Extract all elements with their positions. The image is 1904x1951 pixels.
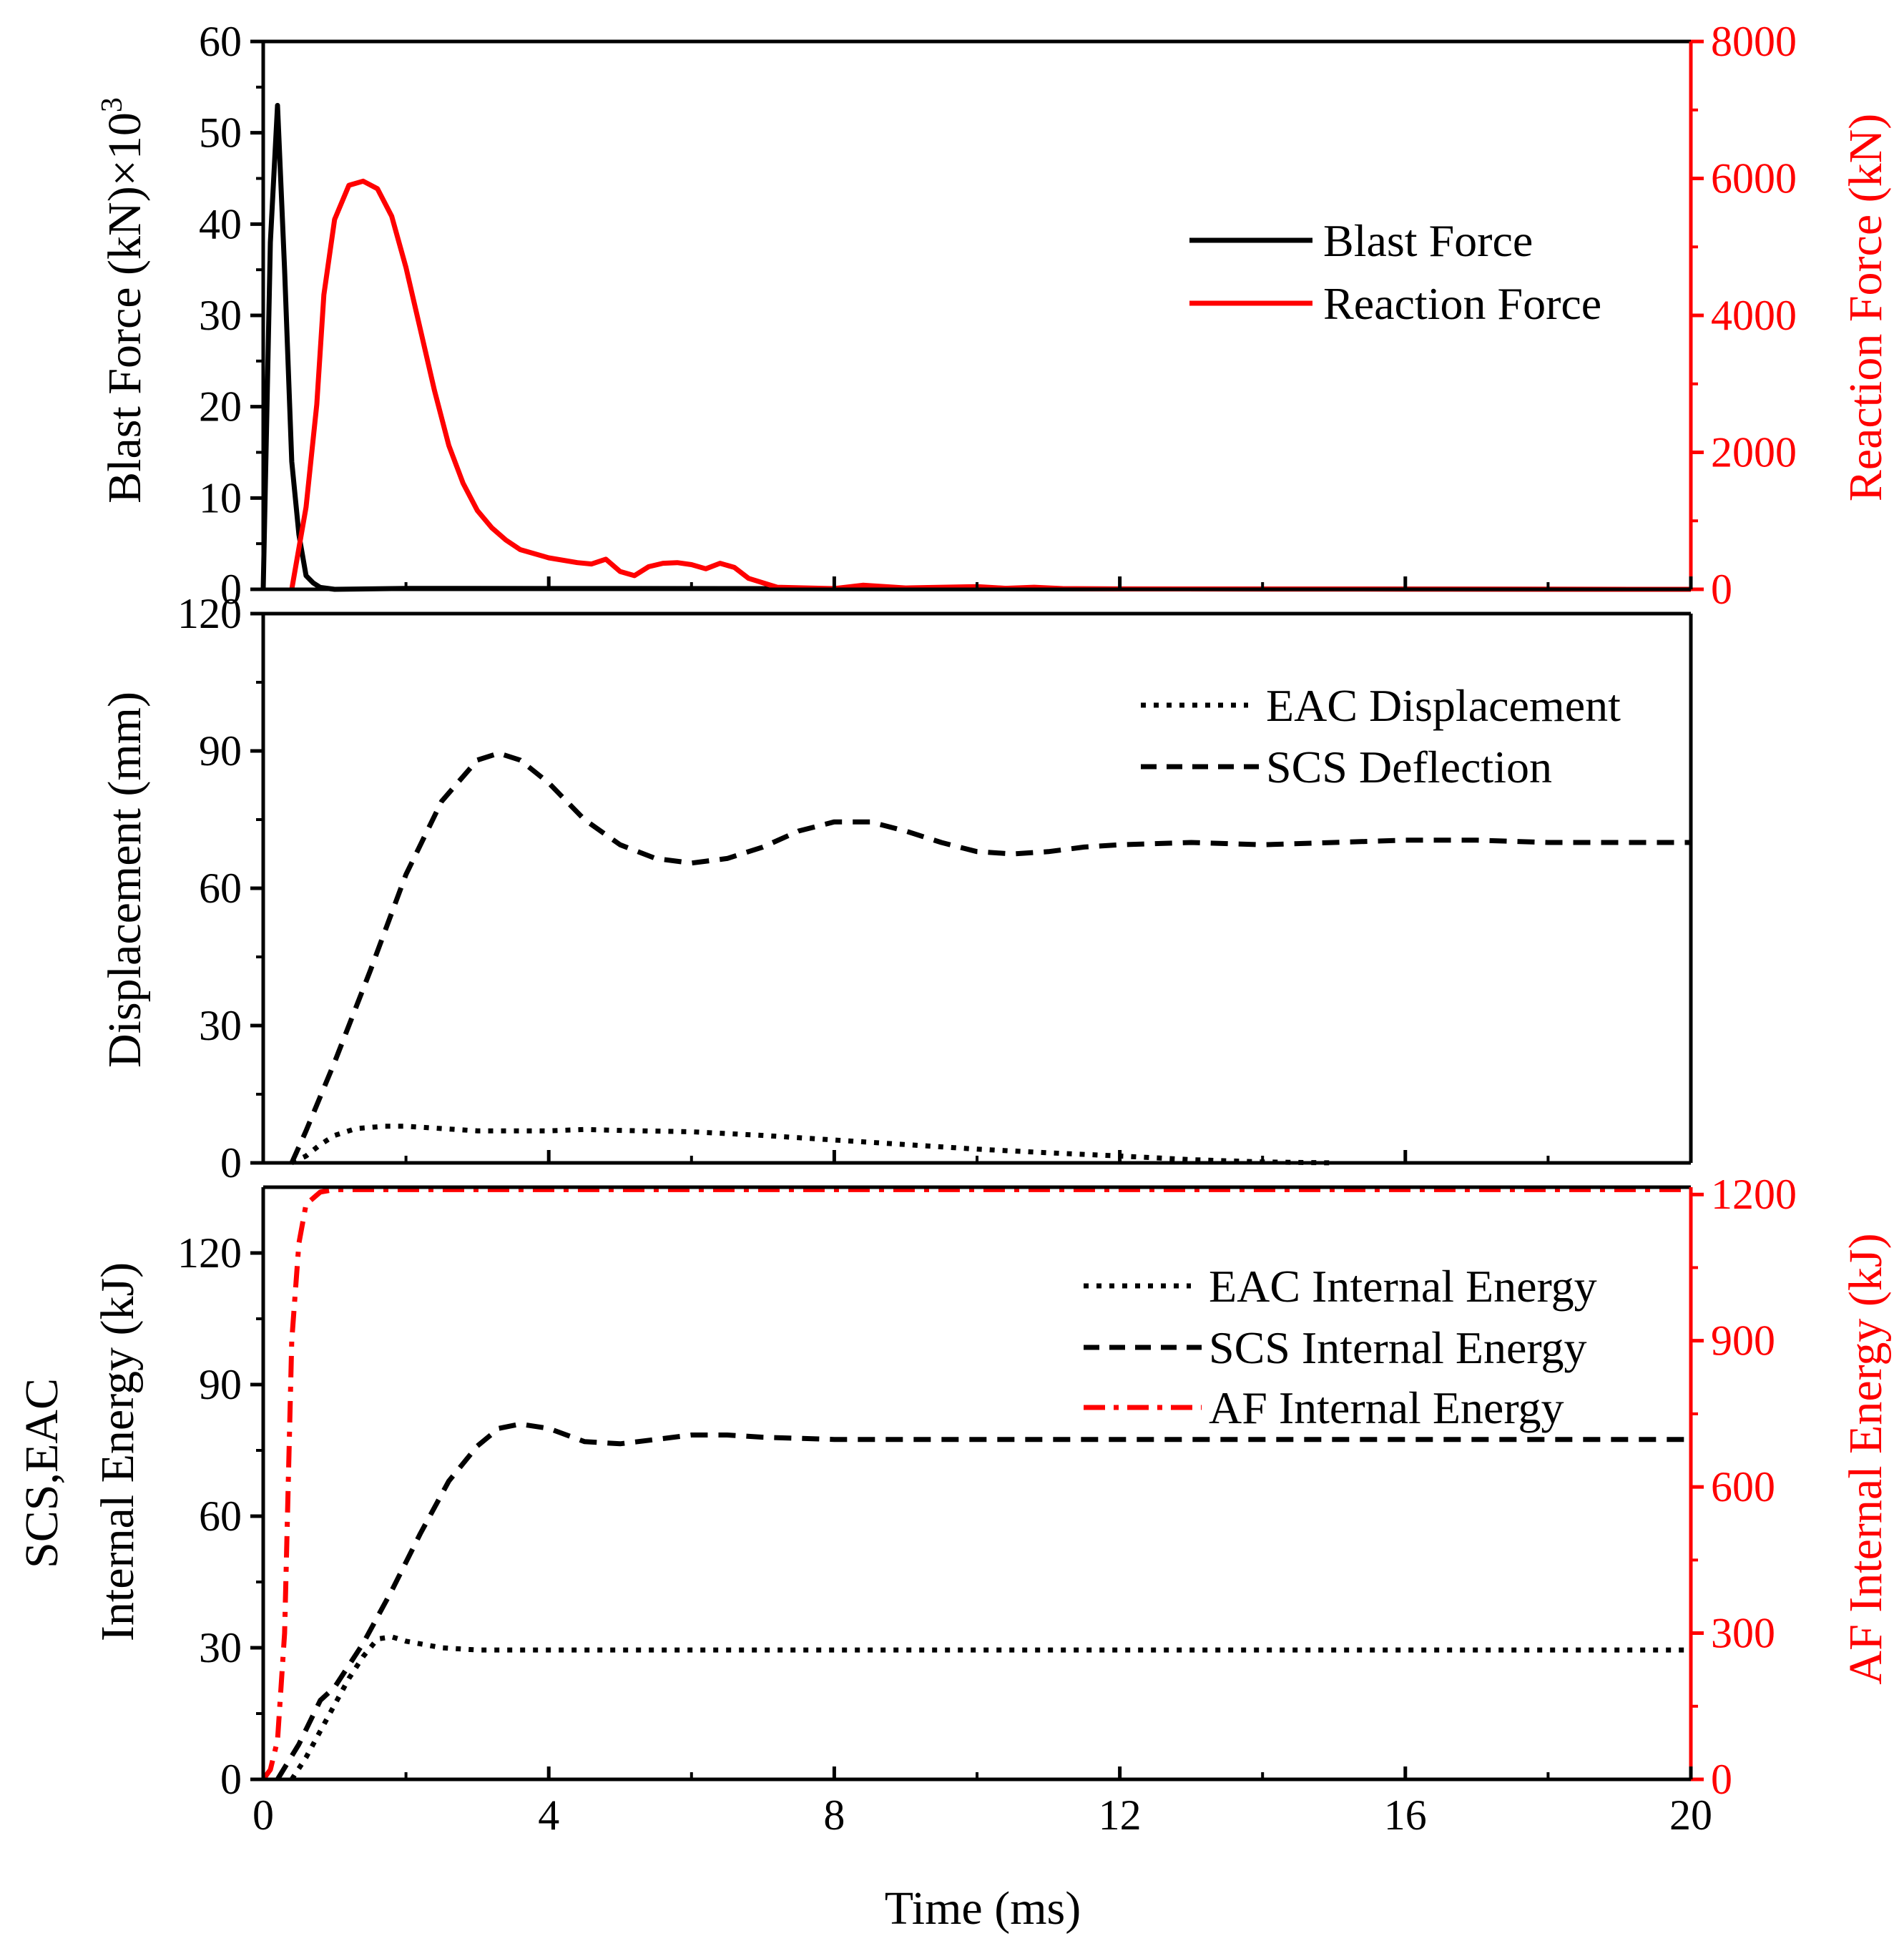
bottom-legend: EAC Internal Energy SCS Internal Energy …: [1084, 1261, 1597, 1433]
series-line-af-internal-energy: [261, 1186, 1691, 1782]
displacement-chart: Displacement (mm) 0 30 60 90 120 EAC Displac…: [99, 590, 1693, 1186]
top-left-y-axis: 0 10 20 30 40 50 60: [199, 18, 263, 613]
x-axis-title: Time (ms): [885, 1882, 1081, 1935]
bot-left-y-axis: 0 30 60 90 120: [177, 1229, 263, 1803]
y2-tick-label: 0: [1711, 1756, 1732, 1803]
y2-tick-label: 4000: [1711, 292, 1797, 339]
middle-legend: EAC Displacement SCS Deflection: [1141, 680, 1621, 792]
y-tick-label: 60: [199, 1493, 242, 1540]
mid-left-y-axis: 0 30 60 90 120: [177, 590, 263, 1186]
series-line-reaction-force: [289, 178, 1692, 592]
bottom-left-axis-title-line2: Internal Energy (kJ): [92, 1262, 144, 1641]
legend-label-blast-force: Blast Force: [1323, 215, 1533, 266]
y-tick-label: 120: [177, 590, 242, 637]
mid-x-axis: [261, 1150, 1693, 1163]
x-tick-label: 8: [823, 1792, 845, 1839]
series-line-eac-displacement: [290, 1124, 1335, 1166]
internal-energy-chart: SCS,EAC Internal Energy (kJ) AF Internal…: [16, 1171, 1892, 1839]
y-tick-label: 10: [199, 474, 242, 521]
y-tick-label: 30: [199, 1002, 242, 1049]
bot-series-group: [261, 1186, 1691, 1782]
top-right-axis-title: Reaction Force (kN): [1840, 114, 1892, 501]
x-tick-label: 20: [1669, 1792, 1712, 1839]
mid-series-group: [289, 750, 1691, 1166]
top-legend: Blast Force Reaction Force: [1189, 215, 1601, 329]
y-tick-label: 90: [199, 727, 242, 775]
y-tick-label: 0: [220, 1756, 242, 1803]
bottom-left-axis-title-line1: SCS,EAC: [16, 1378, 68, 1568]
y-tick-label: 60: [199, 865, 242, 912]
x-tick-label: 4: [538, 1792, 559, 1839]
y2-tick-label: 0: [1711, 566, 1732, 613]
top-x-axis: [261, 576, 1693, 589]
y2-tick-label: 900: [1711, 1317, 1775, 1365]
legend-label-reaction-force: Reaction Force: [1323, 278, 1601, 329]
series-line-scs-internal-energy: [275, 1421, 1691, 1781]
series-line-scs-deflection: [289, 750, 1691, 1164]
bottom-right-axis-title: AF Internal Energy (kJ): [1840, 1233, 1892, 1684]
bot-x-axis: 0 4 8 12 16 20: [252, 1766, 1712, 1839]
middle-y-axis-title: Displacement (mm): [99, 692, 151, 1068]
y-tick-label: 20: [199, 383, 242, 431]
y-tick-label: 60: [199, 18, 242, 65]
top-left-axis-title: Blast Force (kN)×103: [96, 97, 151, 503]
legend-label-eac-displacement: EAC Displacement: [1266, 680, 1621, 731]
x-tick-label: 16: [1384, 1792, 1427, 1839]
y2-tick-label: 300: [1711, 1610, 1775, 1657]
y-tick-label: 0: [220, 566, 242, 613]
top-right-y-axis: 0 2000 4000 6000 8000: [1691, 18, 1797, 613]
y2-tick-label: 600: [1711, 1463, 1775, 1510]
y-tick-label: 0: [220, 1139, 242, 1186]
y-tick-label: 30: [199, 1624, 242, 1671]
y2-tick-label: 6000: [1711, 155, 1797, 202]
legend-label-scs-internal-energy: SCS Internal Energy: [1209, 1322, 1587, 1373]
y-tick-label: 30: [199, 292, 242, 339]
y-tick-label: 50: [199, 109, 242, 157]
y-tick-label: 90: [199, 1361, 242, 1408]
legend-label-af-internal-energy: AF Internal Energy: [1209, 1382, 1564, 1433]
y2-tick-label: 1200: [1711, 1171, 1797, 1218]
x-tick-label: 0: [252, 1792, 274, 1839]
y2-tick-label: 2000: [1711, 429, 1797, 476]
y-tick-label: 120: [177, 1229, 242, 1277]
legend-label-eac-internal-energy: EAC Internal Energy: [1209, 1261, 1597, 1312]
legend-label-scs-deflection: SCS Deflection: [1266, 742, 1552, 792]
bot-right-y-axis: 0 300 600 900 1200: [1691, 1171, 1797, 1803]
x-tick-label: 12: [1099, 1792, 1142, 1839]
y-tick-label: 40: [199, 200, 242, 247]
y2-tick-label: 8000: [1711, 18, 1797, 65]
blast-reaction-force-chart: Blast Force (kN)×103 Reaction Force (kN)…: [96, 18, 1892, 613]
